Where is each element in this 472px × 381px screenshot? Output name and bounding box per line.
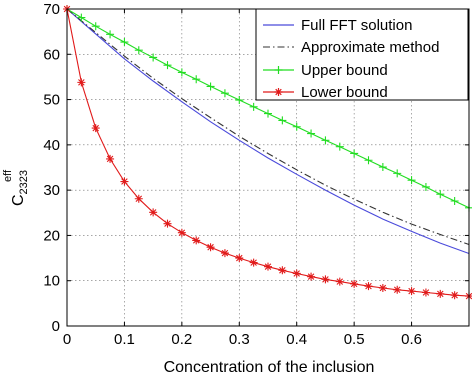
data-point	[77, 13, 86, 22]
data-point	[264, 262, 272, 271]
data-point	[364, 156, 373, 165]
data-point	[292, 122, 301, 131]
series-3	[63, 5, 472, 301]
y-tick-label: 40	[43, 137, 60, 154]
data-point	[177, 68, 186, 77]
series-0	[66, 8, 470, 255]
data-point	[278, 266, 287, 275]
y-axis-label-base: C	[10, 194, 27, 206]
y-tick-label: 20	[43, 227, 60, 244]
data-point	[120, 177, 129, 186]
data-point	[407, 176, 416, 185]
data-point	[192, 236, 201, 245]
series-1	[66, 8, 470, 246]
data-point	[120, 38, 129, 47]
legend-label-approximate: Approximate method	[301, 39, 439, 56]
data-point	[192, 75, 201, 84]
series-line	[66, 8, 470, 246]
data-point	[393, 285, 402, 294]
data-point	[149, 53, 158, 62]
svg-text:C2323: C2323	[10, 170, 30, 206]
y-tick-label: 60	[43, 46, 60, 63]
y-tick-label: 10	[43, 273, 60, 290]
data-point	[220, 249, 229, 258]
data-point	[206, 243, 215, 252]
data-point	[292, 269, 301, 278]
data-point	[450, 291, 459, 300]
series-2	[63, 5, 472, 212]
y-tick-label: 50	[43, 92, 60, 109]
data-point	[350, 149, 359, 158]
data-point	[264, 109, 272, 118]
data-point	[335, 277, 344, 286]
legend-label-lower-bound: Lower bound	[301, 84, 388, 101]
data-point	[235, 254, 244, 263]
data-point	[177, 228, 186, 237]
data-point	[149, 208, 158, 217]
data-point	[235, 96, 244, 105]
data-point	[364, 282, 373, 291]
x-tick-label: 0.2	[171, 331, 192, 348]
data-point	[321, 275, 330, 284]
data-point	[421, 288, 430, 297]
data-point	[436, 190, 445, 199]
legend-box	[255, 8, 469, 101]
data-point	[378, 283, 387, 292]
x-tick-label: 0	[63, 331, 71, 348]
data-point	[91, 124, 100, 133]
y-axis-label-sub: 2323	[18, 170, 30, 194]
legend-item-approximate: Approximate method	[263, 39, 439, 56]
y-tick-label: 70	[43, 1, 60, 18]
data-point	[421, 182, 430, 191]
x-tick-label: 0.1	[114, 331, 135, 348]
legend-marker-lower-bound	[274, 88, 283, 96]
data-point	[134, 46, 143, 55]
legend-item-full-fft: Full FFT solution	[263, 17, 412, 34]
data-point	[321, 136, 330, 145]
data-point	[249, 258, 258, 267]
data-point	[163, 219, 172, 228]
data-point	[335, 142, 344, 151]
y-axis-label-sup: eff	[2, 169, 14, 182]
legend-marker-upper-bound	[274, 66, 283, 74]
data-point	[91, 22, 100, 31]
legend-item-lower-bound: Lower bound	[263, 84, 388, 101]
data-point	[307, 129, 316, 138]
tick-labels: 0 0.1 0.2 0.3 0.4 0.5 0.6 0 10 20 30 40 50 60 70	[43, 1, 422, 348]
y-tick-label: 0	[52, 318, 60, 335]
y-tick-label: 30	[43, 182, 60, 199]
series-line	[66, 8, 470, 255]
x-tick-label: 0.3	[229, 331, 250, 348]
x-tick-label: 0.5	[344, 331, 365, 348]
data-point	[436, 289, 445, 298]
data-point	[450, 197, 459, 206]
data-point	[220, 89, 229, 98]
data-point	[163, 61, 172, 70]
legend: Full FFT solution Approximate method Upp…	[255, 8, 469, 101]
data-point	[393, 169, 402, 178]
x-tick-label: 0.6	[401, 331, 422, 348]
data-point	[407, 287, 416, 296]
data-point	[134, 194, 143, 203]
data-point	[350, 279, 359, 288]
data-point	[378, 163, 387, 172]
data-point	[307, 272, 316, 281]
data-point	[106, 154, 115, 163]
data-point	[278, 116, 287, 125]
data-point	[249, 102, 258, 111]
legend-label-upper-bound: Upper bound	[301, 62, 388, 79]
y-axis-label: C2323 eff	[2, 169, 30, 206]
x-axis-label: Concentration of the inclusion	[164, 359, 375, 376]
data-point	[106, 30, 115, 39]
series-layer	[63, 5, 472, 301]
x-tick-label: 0.4	[286, 331, 307, 348]
legend-label-full-fft: Full FFT solution	[301, 17, 412, 34]
data-point	[77, 78, 86, 87]
data-point	[206, 82, 215, 91]
legend-item-upper-bound: Upper bound	[263, 62, 388, 79]
